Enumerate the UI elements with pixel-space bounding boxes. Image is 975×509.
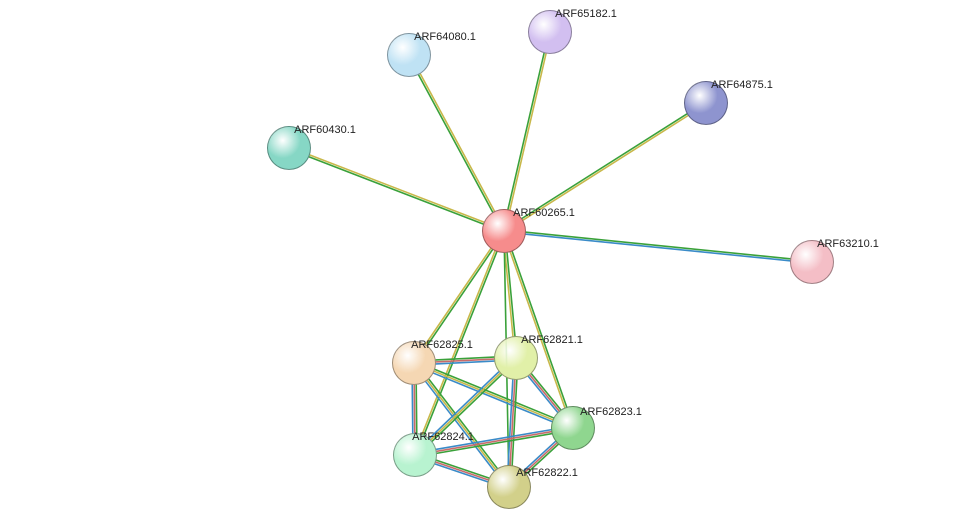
graph-edge xyxy=(310,155,484,222)
graph-edge xyxy=(435,464,487,482)
protein-network-graph: ARF60265.1ARF64080.1ARF65182.1ARF64875.1… xyxy=(0,0,975,509)
graph-edge xyxy=(531,374,560,410)
graph-edge xyxy=(512,380,517,465)
graph-edge xyxy=(422,251,495,434)
graph-node[interactable] xyxy=(494,336,538,380)
graph-edge xyxy=(530,375,559,411)
graph-edge xyxy=(432,375,501,442)
graph-edge xyxy=(526,232,790,259)
graph-node[interactable] xyxy=(392,341,436,385)
graph-edge xyxy=(427,380,495,469)
graph-edge xyxy=(436,462,488,480)
graph-edge xyxy=(424,252,497,435)
graph-edge xyxy=(427,250,492,346)
graph-edge xyxy=(436,359,494,362)
graph-edge xyxy=(431,373,500,440)
graph-edge xyxy=(526,234,790,261)
graph-edge xyxy=(508,380,513,465)
graph-node[interactable] xyxy=(528,10,572,54)
graph-node[interactable] xyxy=(482,209,526,253)
graph-edge xyxy=(434,373,552,421)
graph-edge xyxy=(510,54,546,210)
graph-node[interactable] xyxy=(393,433,437,477)
graph-edge xyxy=(412,385,413,433)
graph-edge xyxy=(437,434,552,454)
graph-edge xyxy=(505,253,513,336)
graph-edge xyxy=(510,252,564,407)
graph-edge xyxy=(527,444,559,473)
graph-node[interactable] xyxy=(790,240,834,284)
graph-edge xyxy=(434,371,552,419)
graph-edge xyxy=(436,361,494,364)
graph-edge xyxy=(416,385,417,433)
graph-node[interactable] xyxy=(551,406,595,450)
graph-edge xyxy=(436,430,551,450)
graph-node[interactable] xyxy=(684,81,728,125)
graph-edge xyxy=(528,376,557,412)
graph-edge xyxy=(414,385,415,433)
graph-edge xyxy=(436,357,494,360)
graph-edge xyxy=(429,372,498,439)
graph-node[interactable] xyxy=(267,126,311,170)
graph-edge xyxy=(309,157,483,224)
graph-edge xyxy=(429,379,497,468)
graph-edge xyxy=(510,380,515,465)
graph-edge xyxy=(426,249,491,345)
graph-edge xyxy=(437,432,552,452)
graph-edge xyxy=(524,441,556,470)
graph-edge xyxy=(512,251,566,406)
graph-node[interactable] xyxy=(487,465,531,509)
graph-node-label: ARF60265.1 xyxy=(513,207,575,219)
graph-edge xyxy=(507,253,515,336)
graph-edge xyxy=(435,369,553,417)
graph-edge xyxy=(419,75,493,212)
graph-node[interactable] xyxy=(387,33,431,77)
graph-edge xyxy=(522,114,687,218)
graph-edge xyxy=(436,460,488,478)
graph-edge xyxy=(525,443,557,472)
graph-edge xyxy=(420,74,494,211)
graph-edge xyxy=(508,53,544,209)
graph-edge xyxy=(523,116,688,220)
